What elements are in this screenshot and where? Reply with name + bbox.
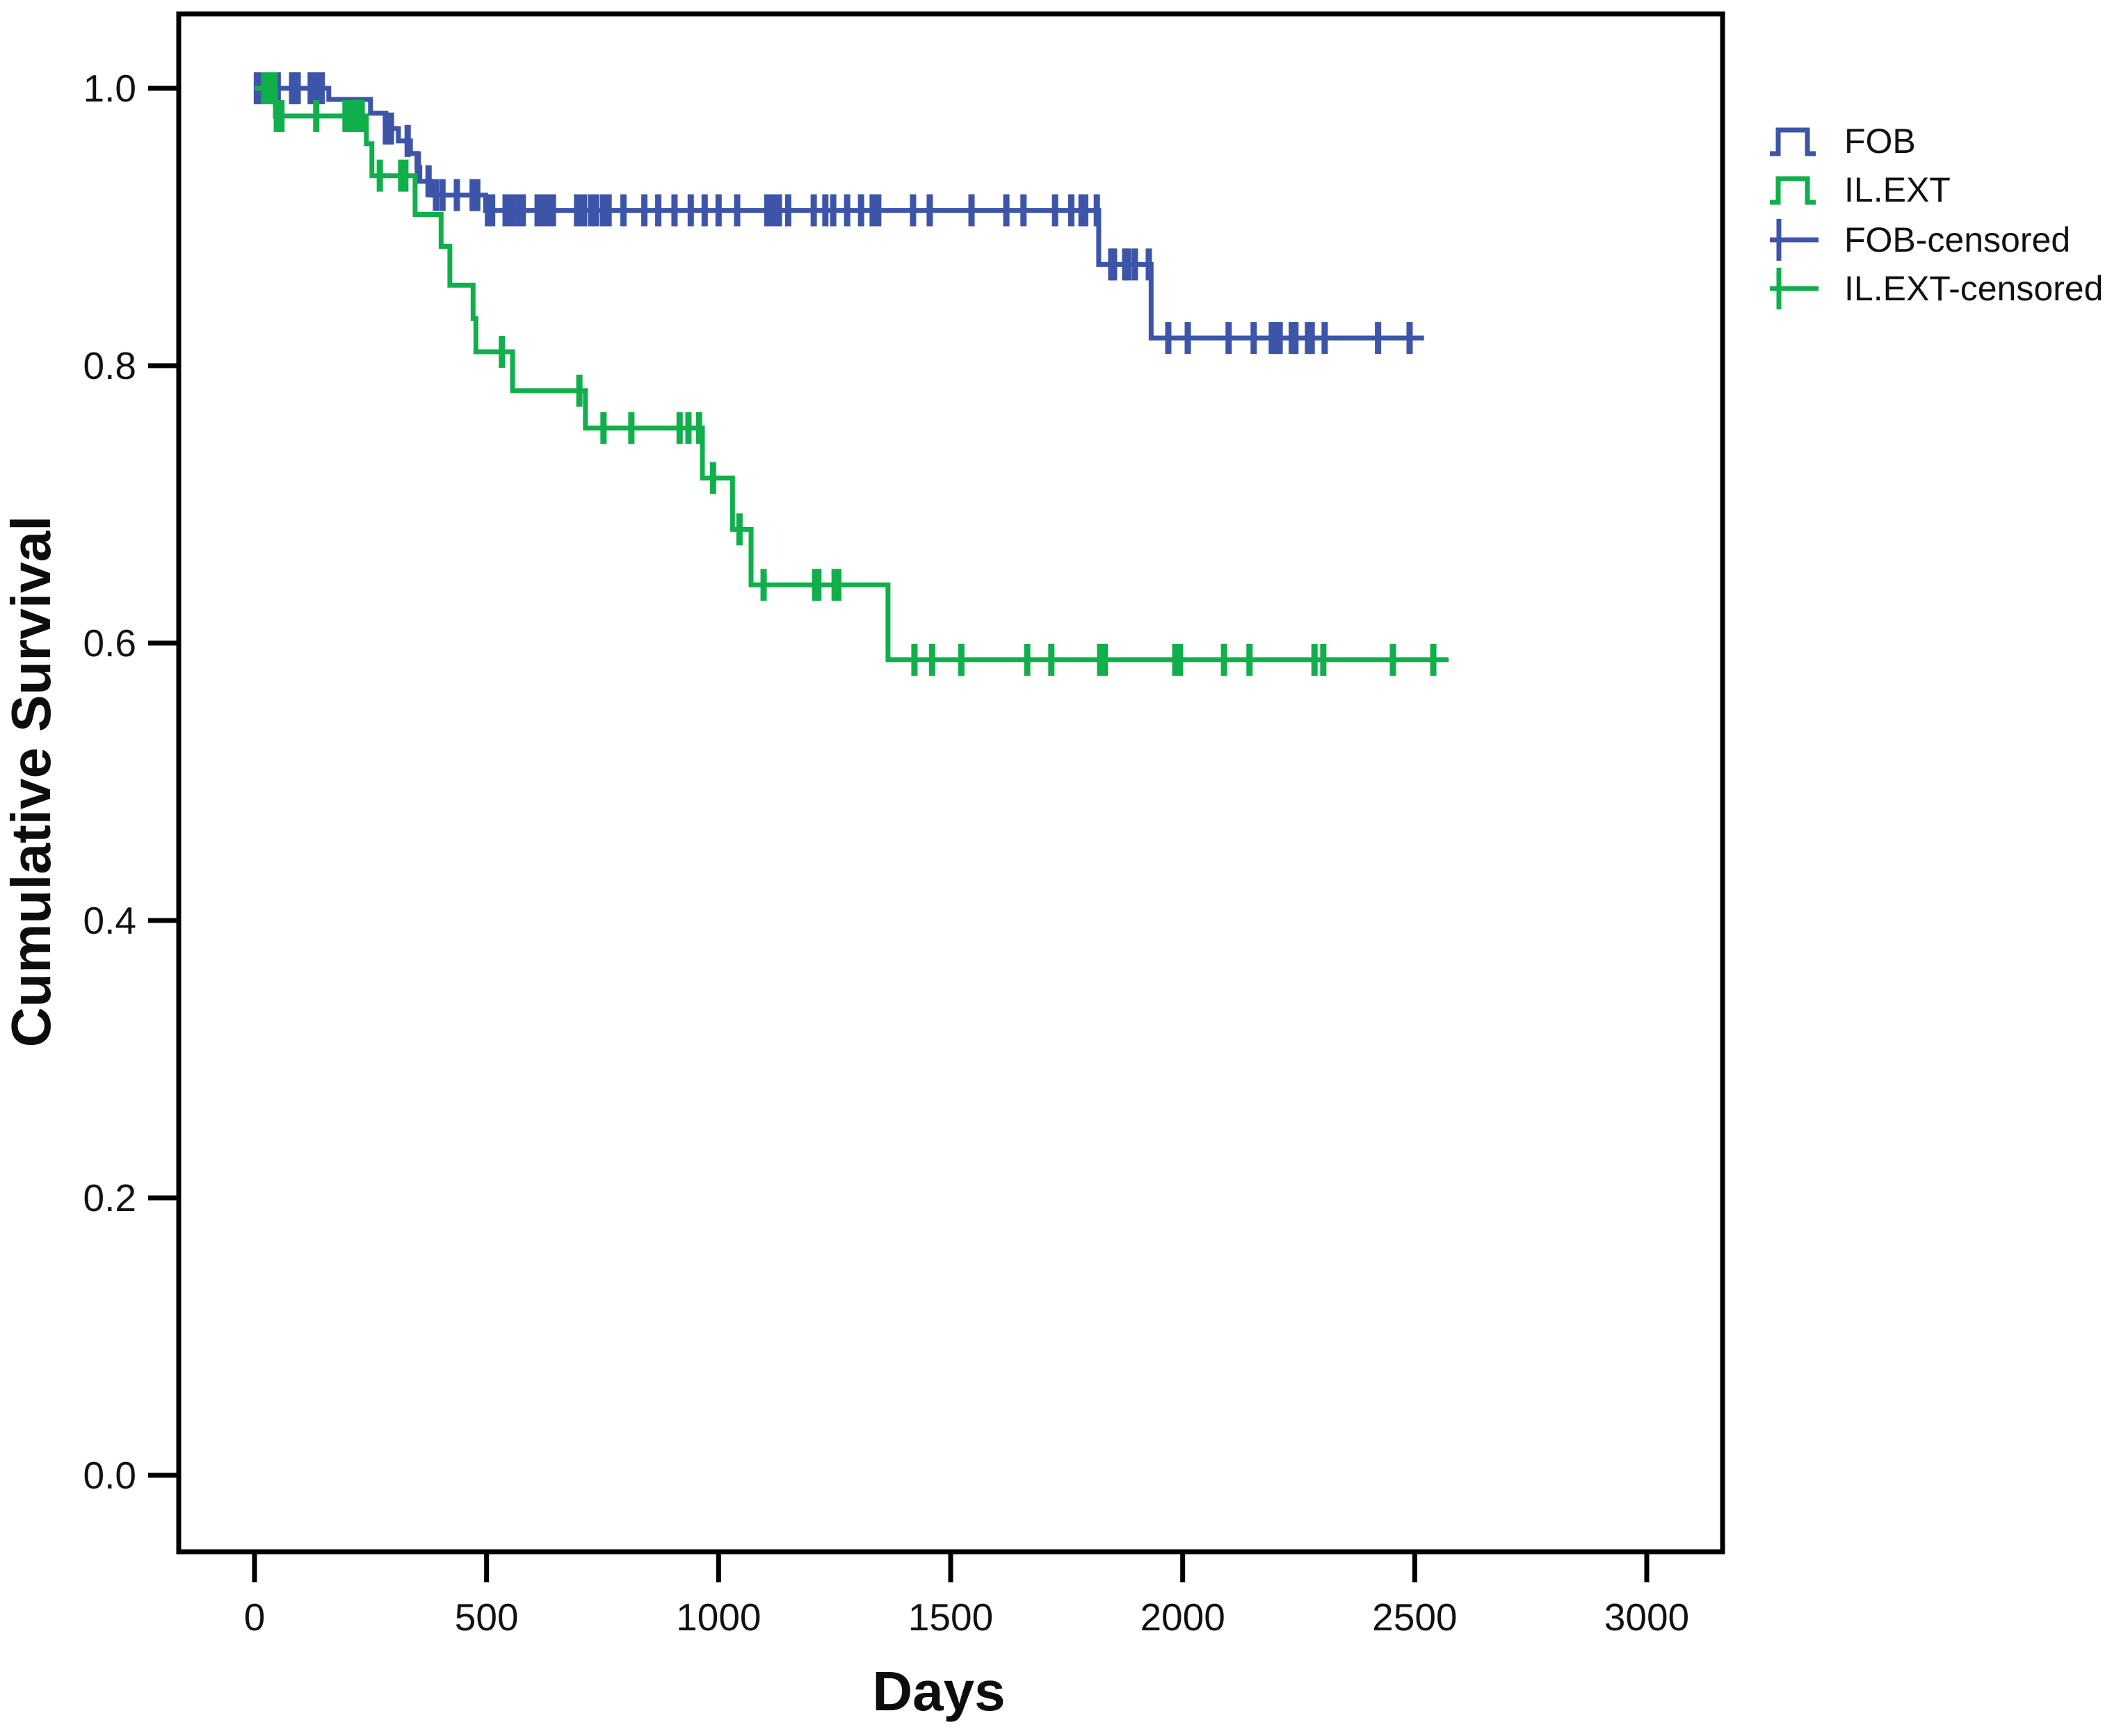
x-tick-label: 0: [244, 1596, 266, 1639]
y-axis-title: Cumulative Survival: [0, 516, 62, 1048]
legend-label-fob: FOB: [1844, 122, 1916, 161]
x-tick-label: 3000: [1604, 1596, 1689, 1639]
y-tick-label: 0.0: [83, 1454, 136, 1497]
legend-item-fob: FOB: [1770, 122, 1916, 161]
x-tick-label: 2500: [1372, 1596, 1457, 1639]
plot-area-border: [176, 11, 1725, 1555]
x-tick-label: 1500: [908, 1596, 993, 1639]
legend-label-il-ext: IL.EXT: [1844, 170, 1951, 209]
survival-curves: [253, 72, 1449, 676]
legend-label-fob-censored: FOB-censored: [1844, 220, 2070, 259]
fob-step-icon: [1770, 127, 1816, 156]
il-ext-censored-plus-icon: [1770, 268, 1819, 309]
il-ext-curve: [255, 86, 1449, 663]
legend-item-fob-censored: FOB-censored: [1770, 219, 2070, 261]
y-tick-label: 0.8: [83, 344, 136, 387]
y-tick-label: 0.4: [83, 899, 136, 942]
y-tick-label: 0.6: [83, 622, 136, 665]
legend: FOB IL.EXT FOB-censored IL.EXT-censored: [1770, 122, 2103, 309]
legend-item-il-ext: IL.EXT: [1770, 170, 1951, 209]
y-axis-ticks: 1.0 0.8 0.6 0.4 0.2 0.0: [83, 67, 179, 1497]
x-axis-ticks: 0 500 1000 1500 2000 2500 3000: [244, 1552, 1689, 1639]
x-tick-label: 500: [455, 1596, 519, 1639]
y-tick-label: 0.2: [83, 1176, 136, 1219]
il-ext-step-icon: [1770, 176, 1816, 205]
legend-item-il-ext-censored: IL.EXT-censored: [1770, 268, 2103, 309]
x-tick-label: 1000: [676, 1596, 761, 1639]
fob-censored-plus-icon: [1770, 219, 1819, 261]
legend-label-il-ext-censored: IL.EXT-censored: [1844, 269, 2103, 308]
y-tick-label: 1.0: [83, 67, 136, 110]
x-tick-label: 2000: [1140, 1596, 1225, 1639]
x-axis-title: Days: [872, 1660, 1005, 1722]
